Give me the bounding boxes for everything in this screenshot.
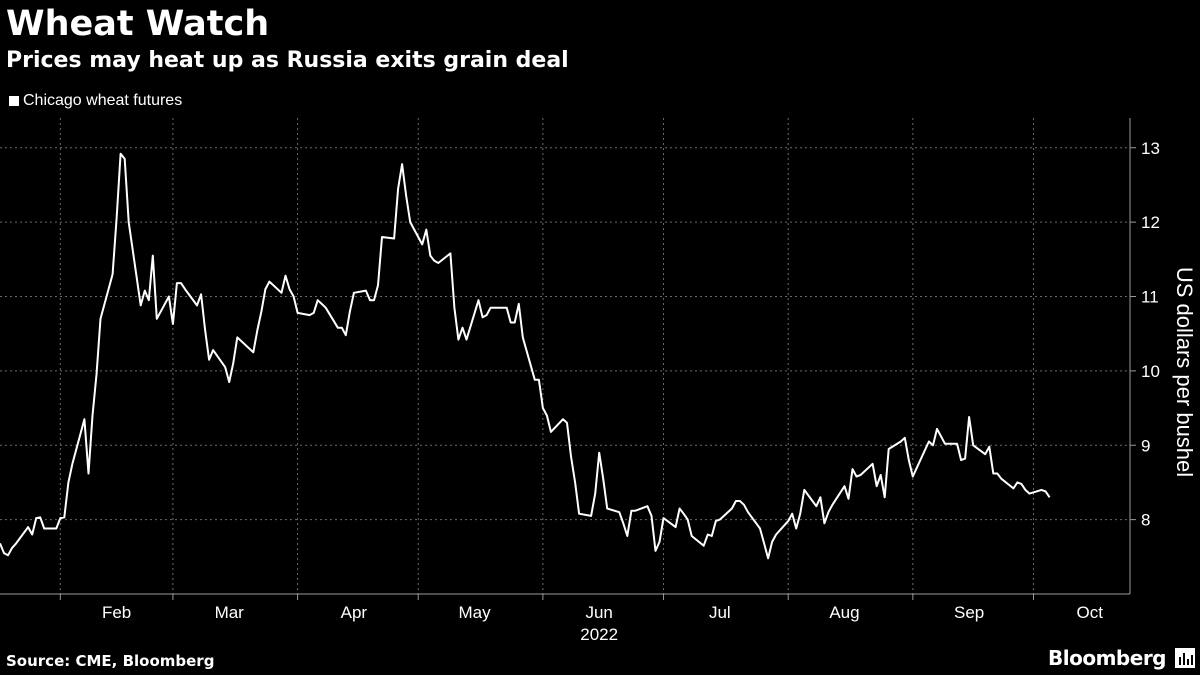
brand-logo: Bloomberg xyxy=(1048,646,1166,670)
chart-title: Wheat Watch xyxy=(6,4,270,44)
series-line xyxy=(0,152,1051,560)
y-tick-label: 10 xyxy=(1141,362,1160,381)
y-tick-label: 11 xyxy=(1141,288,1159,307)
x-tick-label: Aug xyxy=(829,603,859,622)
bar-chart-icon xyxy=(1175,648,1195,668)
y-axis-label: US dollars per bushel xyxy=(1172,266,1197,478)
grid xyxy=(0,118,1130,594)
y-tick-label: 12 xyxy=(1141,213,1160,232)
y-tick-label: 8 xyxy=(1141,511,1150,530)
axes xyxy=(0,118,1136,600)
y-tick-label: 13 xyxy=(1141,139,1160,158)
chart-subtitle: Prices may heat up as Russia exits grain… xyxy=(6,48,569,73)
legend-label: Chicago wheat futures xyxy=(23,92,183,109)
x-tick-label: Mar xyxy=(215,603,245,622)
x-tick-label: Apr xyxy=(341,603,368,622)
x-tick-label: Jul xyxy=(709,603,731,622)
legend: Chicago wheat futures xyxy=(9,90,182,112)
source-note: Source: CME, Bloomberg xyxy=(6,652,215,670)
tick-labels: Feb Mar Apr May Jun Jul Aug Sep Oct 8 9 10 11 12 13 202… xyxy=(102,139,1160,644)
x-tick-label: Jun xyxy=(585,603,612,622)
x-tick-label: Oct xyxy=(1077,603,1104,622)
y-tick-label: 9 xyxy=(1141,436,1150,455)
x-tick-label: Feb xyxy=(102,603,131,622)
x-axis-year-label: 2022 xyxy=(580,625,618,644)
legend-swatch xyxy=(9,96,19,106)
series-layer xyxy=(0,152,1051,560)
x-tick-label: Sep xyxy=(954,603,984,622)
x-tick-label: May xyxy=(458,603,491,622)
